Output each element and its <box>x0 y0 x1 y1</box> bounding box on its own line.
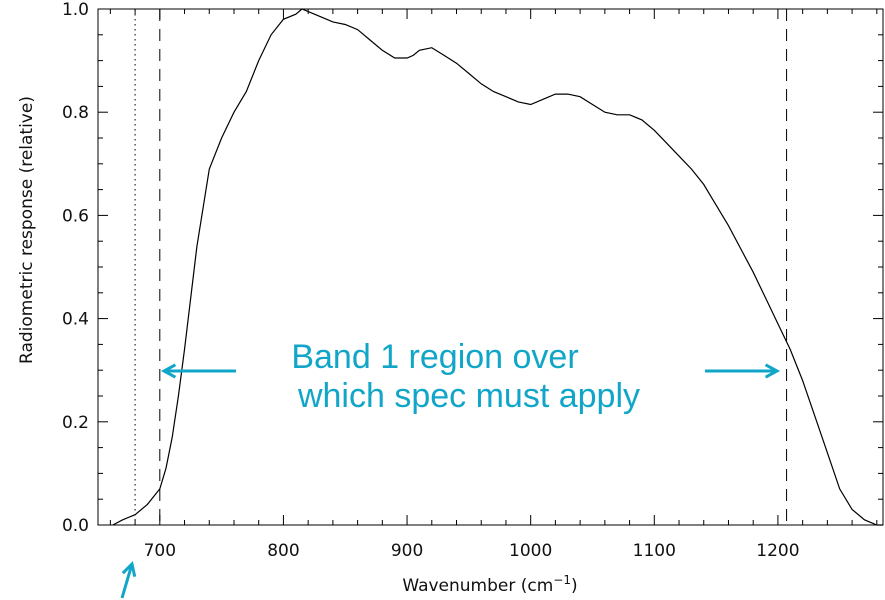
left-arrow <box>160 363 236 379</box>
annotation-line-1: Band 1 region over <box>291 338 578 376</box>
annotation-line-2: which spec must apply <box>297 377 640 415</box>
x-axis-title: Wavenumber (cm−1) <box>402 573 577 596</box>
arrow-head <box>764 363 781 379</box>
y-axis-ticks: 0.0 0.2 0.4 0.6 0.8 1.0 <box>62 0 883 536</box>
arrow-head <box>121 560 137 578</box>
y-tick-label: 0.4 <box>62 310 89 330</box>
y-axis-title: Radiometric response (relative) <box>17 96 37 364</box>
x-tick-label: 900 <box>391 541 423 561</box>
y-tick-label: 1.0 <box>62 0 89 20</box>
reference-lines <box>134 9 788 525</box>
bottom-arrow <box>120 560 137 599</box>
arrow-shaft <box>120 563 134 599</box>
x-tick-label: 1200 <box>756 541 799 561</box>
x-tick-label: 1000 <box>509 541 552 561</box>
response-curve <box>112 8 883 526</box>
y-tick-label: 0.0 <box>62 516 89 536</box>
y-tick-label: 0.2 <box>62 413 89 433</box>
x-tick-label: 700 <box>144 541 176 561</box>
x-tick-label: 1100 <box>633 541 676 561</box>
y-tick-label: 0.8 <box>62 103 89 123</box>
x-axis-title-superscript: −1 <box>553 573 571 587</box>
y-tick-label: 0.6 <box>62 206 89 226</box>
band-annotation: Band 1 region over which spec must apply <box>120 338 781 599</box>
arrow-head <box>160 363 177 379</box>
x-axis-ticks: 700 800 900 1000 1100 1200 <box>109 9 878 561</box>
right-arrow <box>705 363 781 379</box>
plot-frame <box>97 8 884 526</box>
x-tick-label: 800 <box>267 541 299 561</box>
